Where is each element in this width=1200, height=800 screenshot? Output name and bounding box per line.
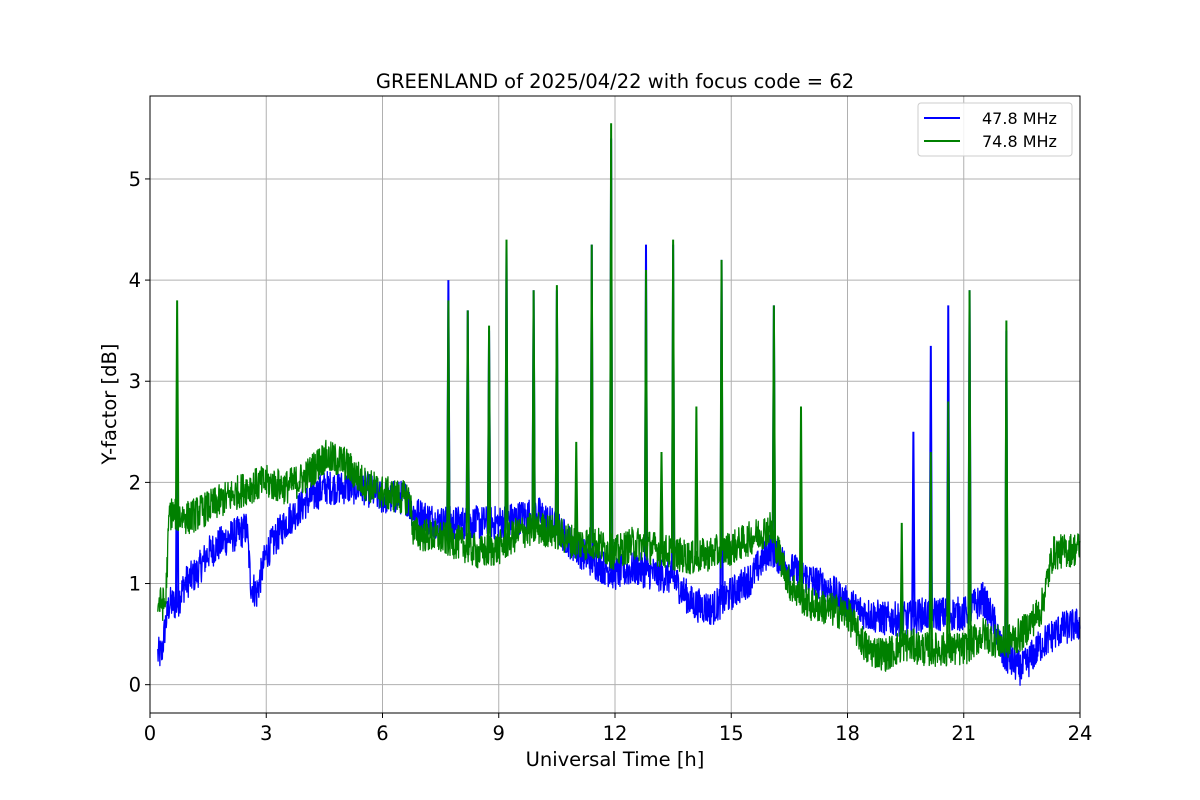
spike-mark (946, 401, 951, 650)
x-tick-label: 3 (260, 722, 272, 745)
legend-label: 74.8 MHz (982, 132, 1057, 151)
spike-mark (554, 285, 560, 533)
spike-mark (967, 290, 972, 645)
x-tick-label: 21 (951, 722, 976, 745)
series-layer (157, 123, 1081, 686)
x-axis-label: Universal Time [h] (526, 748, 705, 771)
spike-mark (911, 431, 916, 617)
spike-mark (798, 406, 804, 596)
y-tick-label: 4 (129, 269, 141, 292)
spike-mark (1004, 320, 1009, 643)
y-tick-label: 2 (129, 471, 141, 494)
spike-mark (589, 244, 594, 544)
legend-label: 47.8 MHz (982, 109, 1057, 128)
spike-mark (574, 441, 579, 544)
spike-mark (446, 300, 451, 541)
spike-mark (608, 123, 614, 552)
spike-mark (771, 305, 777, 540)
spike-mark (670, 239, 676, 554)
spike-mark (465, 310, 470, 548)
legend-box (917, 102, 1073, 157)
spike-mark (928, 452, 933, 650)
y-axis-label: Y-factor [dB] (98, 344, 121, 466)
spike-mark (694, 406, 699, 558)
series-74-8-mhz (157, 123, 1081, 672)
y-tick-label: 5 (129, 168, 141, 191)
spike-mark (504, 239, 509, 543)
x-tick-label: 9 (493, 722, 505, 745)
spike-mark (643, 269, 649, 547)
x-tick-label: 0 (144, 722, 156, 745)
y-tick-label: 1 (129, 573, 141, 596)
spike-mark (486, 325, 492, 551)
spike-mark (719, 259, 724, 551)
series-line (157, 439, 1081, 672)
legend: 47.8 MHz 74.8 MHz (917, 102, 1073, 157)
chart-title: GREENLAND of 2025/04/22 with focus code … (376, 70, 854, 93)
y-tick-label: 0 (129, 674, 141, 697)
spike-mark (899, 522, 904, 647)
spike-mark (659, 452, 664, 551)
x-tick-label: 15 (719, 722, 744, 745)
x-tick-label: 24 (1068, 722, 1093, 745)
spike-mark (174, 300, 180, 515)
y-tick-label: 3 (129, 370, 141, 393)
spike-mark (531, 290, 536, 529)
x-tick-label: 6 (376, 722, 388, 745)
x-tick-label: 12 (603, 722, 628, 745)
x-tick-label: 18 (835, 722, 860, 745)
